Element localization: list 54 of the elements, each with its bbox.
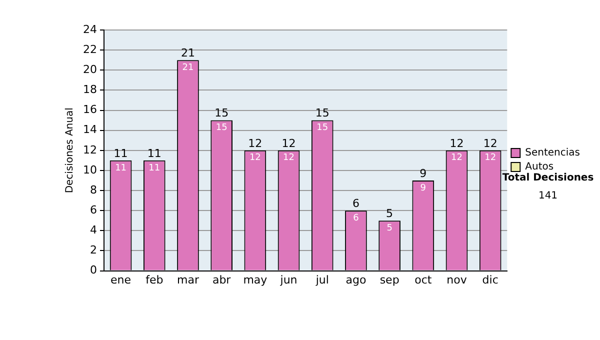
y-tick-label: 24: [82, 22, 97, 36]
y-axis-title: Decisiones Anual: [64, 108, 76, 194]
data-label: 21: [182, 62, 194, 73]
data-label: 9: [420, 183, 426, 194]
legend-label: Sentencias: [525, 148, 580, 159]
total-label: 5: [386, 206, 394, 220]
x-tick-label: ago: [346, 273, 366, 286]
data-label: 12: [249, 153, 261, 164]
total-label: 9: [420, 166, 427, 180]
total-label: 15: [214, 106, 229, 120]
x-tick-label: jun: [279, 273, 298, 286]
data-label: 12: [451, 153, 462, 164]
x-tick-label: dic: [482, 273, 498, 286]
y-tick-label: 0: [90, 264, 97, 277]
total-label: 12: [450, 136, 464, 150]
x-tick-label: feb: [146, 273, 164, 286]
total-label: 12: [483, 136, 498, 150]
data-label: 12: [484, 153, 496, 164]
x-tick-label: mar: [176, 273, 200, 286]
total-label: 12: [248, 136, 262, 150]
data-label: 11: [148, 163, 160, 174]
total-label: 6: [352, 196, 360, 210]
y-tick-label: 10: [82, 163, 97, 176]
x-tick-label: jul: [314, 273, 329, 286]
data-label: 15: [316, 123, 328, 134]
y-tick-label: 8: [90, 183, 97, 196]
x-tick-label: may: [243, 273, 268, 286]
x-tick-label: abr: [212, 273, 232, 286]
y-tick-label: 20: [82, 62, 97, 76]
y-tick-label: 18: [82, 83, 97, 96]
total-label: 15: [315, 106, 330, 120]
data-label: 12: [283, 153, 294, 164]
legend-label: Autos: [525, 162, 554, 173]
data-label: 6: [353, 213, 360, 224]
text: 141: [538, 190, 558, 202]
total-label: 21: [180, 46, 195, 60]
y-tick-label: 12: [82, 143, 97, 156]
x-tick-label: ene: [110, 273, 132, 286]
y-tick-label: 14: [82, 123, 97, 136]
annotation: Total Decisiones: [502, 172, 594, 184]
total-label: 11: [114, 146, 128, 160]
y-tick-label: 22: [82, 42, 97, 56]
data-label: 5: [386, 223, 392, 234]
y-tick-label: 16: [82, 103, 97, 116]
total-label: 12: [282, 136, 296, 150]
data-label: 15: [216, 123, 228, 134]
x-tick-label: nov: [446, 273, 468, 286]
x-tick-label: oct: [414, 273, 432, 286]
total-label: 11: [147, 146, 162, 160]
x-tick-label: sep: [380, 273, 400, 286]
y-tick-label: 6: [90, 203, 97, 216]
y-tick-label: 2: [90, 244, 97, 257]
data-label: 11: [115, 163, 127, 174]
y-tick-label: 4: [90, 224, 97, 237]
